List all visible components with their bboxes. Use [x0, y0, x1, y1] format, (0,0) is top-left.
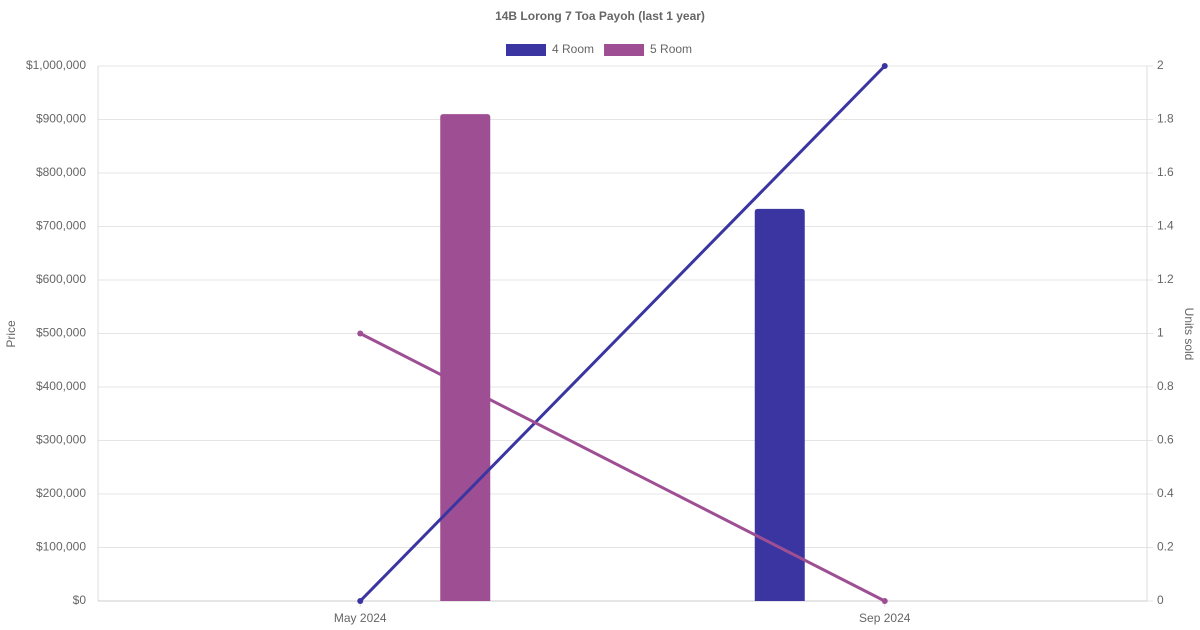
legend-label: 4 Room [552, 42, 594, 56]
line-point [881, 63, 888, 69]
line-point [357, 598, 364, 604]
bar [754, 208, 805, 601]
y-tick-label: $700,000 [36, 219, 86, 233]
y-tick-label: $100,000 [36, 540, 86, 554]
y-tick-label: $1,000,000 [26, 58, 86, 72]
y2-tick-label: 0 [1157, 593, 1164, 607]
y-tick-label: $300,000 [36, 433, 86, 447]
y2-axis-title: Units sold [1182, 308, 1196, 361]
y2-tick-label: 2 [1157, 58, 1164, 72]
y-axis-title: Price [4, 320, 18, 348]
x-tick-label: Sep 2024 [859, 611, 911, 625]
y2-tick-label: 1.6 [1157, 165, 1174, 179]
chart-title: 14B Lorong 7 Toa Payoh (last 1 year) [495, 9, 705, 23]
x-tick-label: May 2024 [334, 611, 387, 625]
y-tick-label: $900,000 [36, 112, 86, 126]
y2-tick-label: 0.4 [1157, 486, 1174, 500]
line [359, 332, 886, 603]
y2-tick-label: 0.6 [1157, 433, 1174, 447]
y-tick-label: $400,000 [36, 379, 86, 393]
y-tick-label: $600,000 [36, 272, 86, 286]
y2-tick-label: 0.8 [1157, 379, 1174, 393]
y2-tick-label: 1.2 [1157, 272, 1174, 286]
y2-tick-label: 0.2 [1157, 540, 1174, 554]
bar [440, 114, 491, 602]
line-point [357, 330, 364, 337]
y-tick-label: $0 [73, 593, 87, 607]
y2-tick-label: 1 [1157, 326, 1164, 340]
y-tick-label: $500,000 [36, 326, 86, 340]
y2-tick-label: 1.8 [1157, 112, 1174, 126]
line-point [881, 598, 888, 604]
legend-swatch [604, 44, 645, 56]
legend-swatch [506, 44, 546, 56]
line [359, 64, 886, 603]
y-tick-label: $200,000 [36, 486, 86, 500]
y2-tick-label: 1.4 [1157, 219, 1174, 233]
legend-label: 5 Room [650, 42, 692, 56]
y-tick-label: $800,000 [36, 165, 86, 179]
